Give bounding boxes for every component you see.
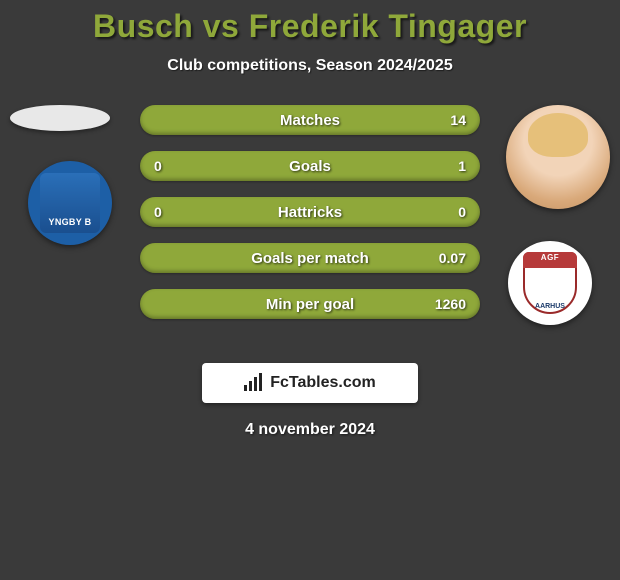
brand-box: FcTables.com (202, 363, 418, 403)
stat-label: Min per goal (266, 296, 354, 313)
stat-label: Goals (289, 158, 331, 175)
stat-label: Goals per match (251, 250, 369, 267)
stat-left-value: 0 (154, 158, 162, 174)
club-left-text: YNGBY B (40, 217, 100, 227)
page-title: Busch vs Frederik Tingager (0, 8, 620, 45)
club-right-badge: AGF AARHUS (508, 241, 592, 325)
stat-bar: 0 Hattricks 0 (140, 197, 480, 227)
stat-right-value: 14 (450, 112, 466, 128)
comparison-card: Busch vs Frederik Tingager Club competit… (0, 0, 620, 580)
stat-bars: Matches 14 0 Goals 1 0 Hattricks 0 Goals… (140, 105, 480, 335)
club-left-badge-inner: YNGBY B (40, 173, 100, 233)
stat-label: Matches (280, 112, 340, 129)
stat-right-value: 0.07 (439, 250, 466, 266)
bar-chart-icon (244, 375, 264, 391)
stat-bar: Min per goal 1260 (140, 289, 480, 319)
club-left-badge: YNGBY B (28, 161, 112, 245)
player-left-avatar (10, 105, 110, 131)
stat-label: Hattricks (278, 204, 342, 221)
stat-right-value: 1260 (435, 296, 466, 312)
stat-right-value: 0 (458, 204, 466, 220)
stat-bar: 0 Goals 1 (140, 151, 480, 181)
club-right-text-top: AGF (525, 253, 575, 262)
stats-area: YNGBY B AGF AARHUS Matches 14 0 Goals 1 … (0, 105, 620, 345)
stat-bar: Goals per match 0.07 (140, 243, 480, 273)
club-right-text-bottom: AARHUS (525, 303, 575, 310)
stat-left-value: 0 (154, 204, 162, 220)
club-right-shield: AGF AARHUS (523, 252, 577, 314)
brand-text: FcTables.com (270, 374, 376, 392)
date-text: 4 november 2024 (0, 421, 620, 439)
subtitle: Club competitions, Season 2024/2025 (0, 57, 620, 75)
player-right-avatar (506, 105, 610, 209)
stat-right-value: 1 (458, 158, 466, 174)
stat-bar: Matches 14 (140, 105, 480, 135)
